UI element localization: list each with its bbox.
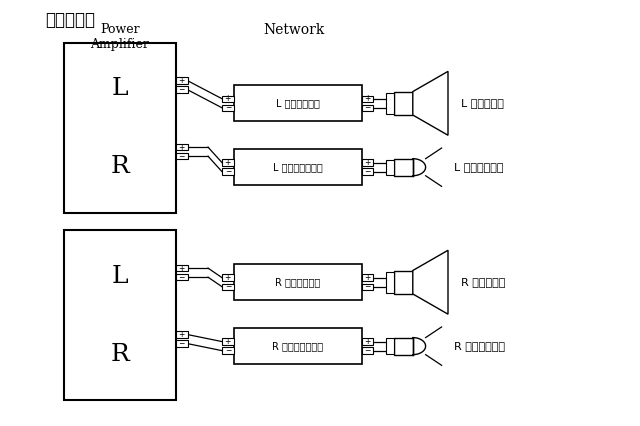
Bar bbox=[394, 159, 413, 176]
Bar bbox=[386, 338, 394, 354]
Bar bbox=[222, 95, 234, 102]
Text: −: − bbox=[179, 273, 185, 282]
Text: L: L bbox=[112, 265, 128, 288]
Bar bbox=[234, 264, 362, 300]
Bar bbox=[394, 337, 413, 354]
Text: −: − bbox=[364, 346, 371, 355]
Polygon shape bbox=[413, 71, 448, 135]
Text: R トゥイーター用: R トゥイーター用 bbox=[272, 341, 323, 351]
Text: +: + bbox=[364, 94, 371, 103]
Text: +: + bbox=[364, 158, 371, 167]
Text: R トゥイーター: R トゥイーター bbox=[454, 341, 506, 351]
Bar bbox=[176, 78, 188, 84]
Bar bbox=[176, 144, 188, 150]
Text: −: − bbox=[225, 104, 231, 112]
Bar bbox=[222, 348, 234, 354]
Bar bbox=[222, 338, 234, 345]
Text: −: − bbox=[225, 282, 231, 291]
Text: +: + bbox=[364, 273, 371, 282]
Bar bbox=[176, 265, 188, 271]
Bar bbox=[176, 153, 188, 159]
Bar bbox=[176, 274, 188, 280]
Bar bbox=[222, 105, 234, 111]
Bar bbox=[222, 159, 234, 166]
Text: L ウーファー用: L ウーファー用 bbox=[276, 98, 319, 108]
Text: +: + bbox=[179, 143, 185, 152]
Text: R ウーファー用: R ウーファー用 bbox=[275, 277, 320, 287]
Bar bbox=[386, 93, 394, 114]
Text: +: + bbox=[225, 158, 231, 167]
Text: −: − bbox=[364, 167, 371, 176]
Bar bbox=[362, 284, 373, 290]
Text: −: − bbox=[364, 282, 371, 291]
Bar bbox=[362, 159, 373, 166]
Text: −: − bbox=[179, 152, 185, 161]
Bar bbox=[362, 95, 373, 102]
Text: +: + bbox=[179, 330, 185, 339]
Bar bbox=[222, 284, 234, 290]
Polygon shape bbox=[413, 250, 448, 314]
Text: R: R bbox=[111, 343, 129, 366]
Bar bbox=[394, 271, 413, 294]
Text: R ウーファー: R ウーファー bbox=[461, 277, 505, 287]
Bar bbox=[222, 274, 234, 281]
Text: −: − bbox=[364, 104, 371, 112]
Bar bbox=[64, 43, 176, 213]
Text: −: − bbox=[225, 167, 231, 176]
Bar bbox=[234, 149, 362, 185]
Text: −: − bbox=[179, 339, 185, 348]
Bar bbox=[234, 328, 362, 364]
Bar bbox=[362, 105, 373, 111]
Bar bbox=[394, 92, 413, 115]
Bar bbox=[386, 272, 394, 293]
Text: +: + bbox=[179, 76, 185, 85]
Text: R: R bbox=[111, 155, 129, 178]
Bar bbox=[64, 230, 176, 400]
Bar bbox=[386, 160, 394, 175]
Text: Network: Network bbox=[264, 23, 325, 37]
Text: L ウーファー: L ウーファー bbox=[461, 98, 504, 108]
Text: L トゥイーター: L トゥイーター bbox=[454, 162, 504, 172]
Text: Power
Amplifier: Power Amplifier bbox=[91, 23, 149, 52]
Text: +: + bbox=[364, 337, 371, 346]
Bar bbox=[222, 169, 234, 175]
Text: +: + bbox=[179, 264, 185, 273]
Bar bbox=[176, 340, 188, 347]
Bar bbox=[362, 338, 373, 345]
Bar bbox=[362, 348, 373, 354]
Text: L トゥイーター用: L トゥイーター用 bbox=[273, 162, 323, 172]
Text: L: L bbox=[112, 77, 128, 100]
Text: −: − bbox=[225, 346, 231, 355]
Text: +: + bbox=[225, 273, 231, 282]
Text: −: − bbox=[179, 85, 185, 94]
Bar bbox=[176, 331, 188, 338]
Bar bbox=[176, 86, 188, 93]
Text: +: + bbox=[225, 337, 231, 346]
Bar bbox=[362, 169, 373, 175]
Text: +: + bbox=[225, 94, 231, 103]
Bar bbox=[234, 85, 362, 121]
Bar bbox=[362, 274, 373, 281]
Text: バイアンプ: バイアンプ bbox=[45, 11, 95, 29]
